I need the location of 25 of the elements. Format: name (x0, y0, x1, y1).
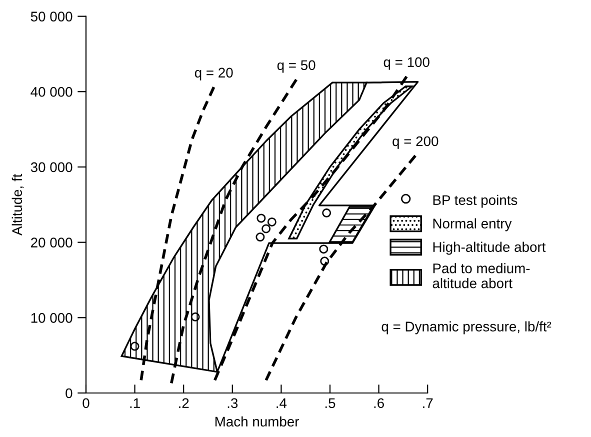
legend-label: Normal entry (433, 218, 512, 232)
legend-label: BP test points (433, 194, 518, 208)
y-tick-label: 10 000 (31, 312, 72, 323)
y-tick-label: 0 (66, 388, 72, 398)
x-tick-label: .7 (423, 398, 433, 408)
x-tick-label: .6 (374, 398, 384, 408)
series-label: q = 50 (277, 60, 316, 73)
x-tick-label: .2 (179, 398, 189, 408)
x-tick-label: .1 (130, 398, 140, 408)
x-tick-label: .4 (276, 398, 287, 408)
x-tick-label: .3 (228, 398, 238, 408)
series-label: q = 20 (194, 68, 233, 80)
series-label: q = 200 (392, 136, 438, 149)
y-tick-label: 40 000 (30, 86, 72, 97)
y-axis-title: Altitude, ft (12, 174, 24, 236)
x-axis-title: Mach number (215, 416, 300, 427)
series-label: q = 100 (384, 57, 430, 70)
annotation: q = Dynamic pressure, lb/ft² (382, 321, 552, 334)
x-tick-label: .5 (325, 398, 336, 408)
legend-label: High-altitude abort (433, 242, 546, 255)
legend-label: Pad to medium-altitude abort (432, 263, 530, 288)
y-tick-label: 20 000 (31, 238, 72, 248)
y-tick-label: 30 000 (30, 162, 72, 172)
x-tick-label: 0 (82, 398, 90, 408)
y-tick-label: 50 000 (30, 12, 72, 22)
